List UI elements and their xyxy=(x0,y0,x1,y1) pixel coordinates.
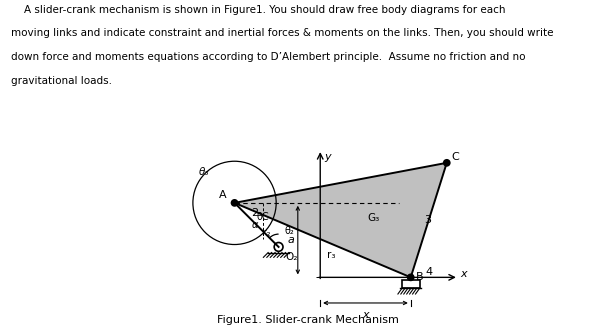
Circle shape xyxy=(408,274,414,280)
Text: A: A xyxy=(219,190,227,200)
Text: moving links and indicate constraint and inertial forces & moments on the links.: moving links and indicate constraint and… xyxy=(11,28,554,39)
Text: y: y xyxy=(324,152,331,162)
Text: r₃: r₃ xyxy=(326,250,335,260)
Text: θ₂: θ₂ xyxy=(284,226,294,236)
Text: θ₃: θ₃ xyxy=(199,167,209,178)
Text: B: B xyxy=(416,271,424,282)
Text: C: C xyxy=(452,152,460,162)
Bar xyxy=(402,280,419,288)
Text: down force and moments equations according to D’Alembert principle.  Assume no f: down force and moments equations accordi… xyxy=(11,52,525,62)
Text: α: α xyxy=(252,220,259,231)
Text: x: x xyxy=(362,310,369,320)
Text: x: x xyxy=(460,269,467,279)
Text: O₂: O₂ xyxy=(286,252,298,262)
Text: a: a xyxy=(287,235,294,245)
Text: 3: 3 xyxy=(424,215,431,225)
Text: gravitational loads.: gravitational loads. xyxy=(11,76,112,86)
Text: 4: 4 xyxy=(425,267,432,277)
Text: A slider-crank mechanism is shown in Figure1. You should draw free body diagrams: A slider-crank mechanism is shown in Fig… xyxy=(11,5,506,15)
Text: r₂: r₂ xyxy=(262,228,270,237)
Circle shape xyxy=(232,200,238,206)
Text: Figure1. Slider-crank Mechanism: Figure1. Slider-crank Mechanism xyxy=(217,315,399,325)
Polygon shape xyxy=(235,163,447,277)
Text: θC: θC xyxy=(257,213,270,222)
Text: G₃: G₃ xyxy=(368,213,379,223)
Circle shape xyxy=(444,160,450,166)
Text: 2: 2 xyxy=(251,209,259,218)
